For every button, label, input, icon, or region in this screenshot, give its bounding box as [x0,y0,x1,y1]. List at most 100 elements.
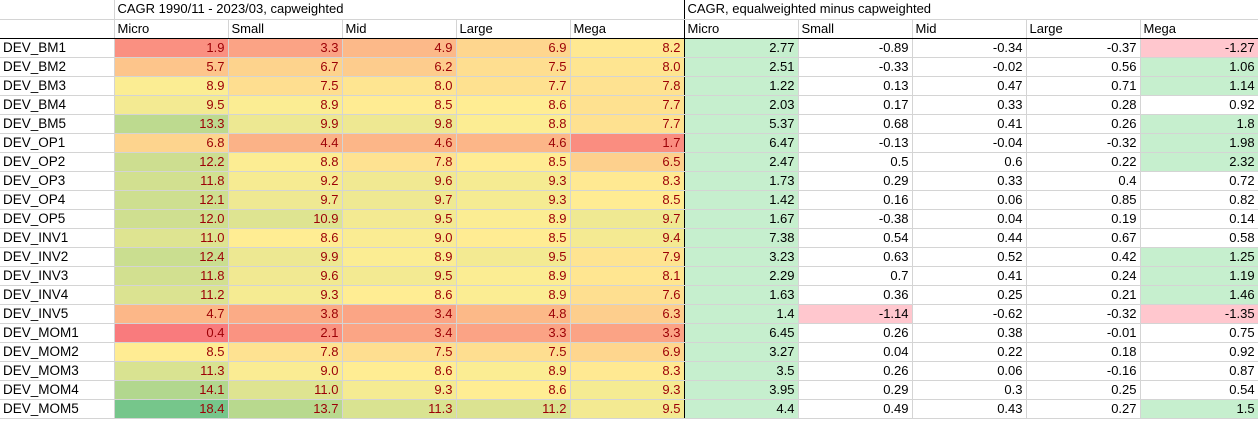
capweighted-cagr-cell[interactable]: 9.0 [342,227,457,248]
equal-minus-cap-cell[interactable]: 0.22 [1026,152,1141,172]
equal-minus-cap-cell[interactable]: 0.6 [912,152,1027,172]
right-header-mid[interactable]: Mid [912,19,1027,39]
capweighted-cagr-cell[interactable]: 6.7 [228,57,343,77]
equal-minus-cap-cell[interactable]: 0.33 [912,171,1027,191]
capweighted-cagr-cell[interactable]: 11.8 [114,171,229,191]
equal-minus-cap-cell[interactable]: 0.29 [798,171,913,191]
right-header-large[interactable]: Large [1026,19,1141,39]
left-header-mid[interactable]: Mid [342,19,457,39]
capweighted-cagr-cell[interactable]: 9.7 [342,190,457,210]
row-label[interactable]: DEV_MOM2 [0,342,115,362]
row-label[interactable]: DEV_MOM1 [0,322,115,343]
equal-minus-cap-cell[interactable]: 0.41 [912,266,1027,286]
capweighted-cagr-cell[interactable]: 9.3 [228,285,343,305]
equal-minus-cap-cell[interactable]: 1.25 [1140,247,1258,267]
equal-minus-cap-cell[interactable]: -0.34 [912,38,1027,58]
capweighted-cagr-cell[interactable]: 8.5 [570,190,685,210]
capweighted-cagr-cell[interactable]: 9.3 [456,171,571,191]
row-label[interactable]: DEV_INV1 [0,227,115,248]
capweighted-cagr-cell[interactable]: 8.1 [570,266,685,286]
capweighted-cagr-cell[interactable]: 3.4 [342,304,457,324]
equal-minus-cap-cell[interactable]: 0.26 [798,322,913,343]
capweighted-cagr-cell[interactable]: 4.8 [456,304,571,324]
capweighted-cagr-cell[interactable]: 9.3 [456,190,571,210]
capweighted-cagr-cell[interactable]: 8.5 [342,95,457,115]
right-block-title[interactable]: CAGR, equalweighted minus capweighted [684,0,1258,20]
capweighted-cagr-cell[interactable]: 3.4 [342,322,457,343]
capweighted-cagr-cell[interactable]: 8.5 [114,342,229,362]
capweighted-cagr-cell[interactable]: 12.2 [114,152,229,172]
capweighted-cagr-cell[interactable]: 18.4 [114,399,229,419]
equal-minus-cap-cell[interactable]: -0.13 [798,132,913,153]
equal-minus-cap-cell[interactable]: 0.04 [798,342,913,362]
capweighted-cagr-cell[interactable]: 4.6 [342,132,457,153]
header-corner-cell[interactable] [0,19,115,39]
equal-minus-cap-cell[interactable]: -1.14 [798,304,913,324]
right-header-small[interactable]: Small [798,19,913,39]
equal-minus-cap-cell[interactable]: 0.21 [1026,285,1141,305]
equal-minus-cap-cell[interactable]: 0.19 [1026,209,1141,229]
capweighted-cagr-cell[interactable]: 8.6 [228,227,343,248]
row-label[interactable]: DEV_BM4 [0,95,115,115]
capweighted-cagr-cell[interactable]: 9.7 [570,209,685,229]
capweighted-cagr-cell[interactable]: 9.6 [342,171,457,191]
capweighted-cagr-cell[interactable]: 10.9 [228,209,343,229]
capweighted-cagr-cell[interactable]: 4.4 [228,132,343,153]
equal-minus-cap-cell[interactable]: 0.14 [1140,209,1258,229]
capweighted-cagr-cell[interactable]: 11.0 [228,380,343,400]
equal-minus-cap-cell[interactable]: 0.5 [798,152,913,172]
equal-minus-cap-cell[interactable]: 0.4 [1026,171,1141,191]
equal-minus-cap-cell[interactable]: 2.51 [684,57,799,77]
equal-minus-cap-cell[interactable]: 0.58 [1140,227,1258,248]
equal-minus-cap-cell[interactable]: 0.17 [798,95,913,115]
equal-minus-cap-cell[interactable]: 3.95 [684,380,799,400]
row-label[interactable]: DEV_INV3 [0,266,115,286]
capweighted-cagr-cell[interactable]: 9.5 [114,95,229,115]
row-label[interactable]: DEV_MOM4 [0,380,115,400]
capweighted-cagr-cell[interactable]: 8.9 [456,361,571,381]
capweighted-cagr-cell[interactable]: 7.7 [570,95,685,115]
equal-minus-cap-cell[interactable]: 0.7 [798,266,913,286]
equal-minus-cap-cell[interactable]: -0.32 [1026,132,1141,153]
capweighted-cagr-cell[interactable]: 1.9 [114,38,229,58]
equal-minus-cap-cell[interactable]: 0.26 [1026,114,1141,134]
capweighted-cagr-cell[interactable]: 8.6 [456,95,571,115]
left-header-micro[interactable]: Micro [114,19,229,39]
left-header-mega[interactable]: Mega [570,19,685,39]
equal-minus-cap-cell[interactable]: 0.75 [1140,322,1258,343]
capweighted-cagr-cell[interactable]: 6.8 [114,132,229,153]
equal-minus-cap-cell[interactable]: -0.16 [1026,361,1141,381]
row-label[interactable]: DEV_OP2 [0,152,115,172]
equal-minus-cap-cell[interactable]: 7.38 [684,227,799,248]
capweighted-cagr-cell[interactable]: 11.0 [114,227,229,248]
equal-minus-cap-cell[interactable]: 0.29 [798,380,913,400]
equal-minus-cap-cell[interactable]: 0.25 [912,285,1027,305]
equal-minus-cap-cell[interactable]: -0.01 [1026,322,1141,343]
equal-minus-cap-cell[interactable]: -0.32 [1026,304,1141,324]
capweighted-cagr-cell[interactable]: 7.8 [570,76,685,96]
equal-minus-cap-cell[interactable]: 0.54 [798,227,913,248]
equal-minus-cap-cell[interactable]: 0.25 [1026,380,1141,400]
row-label[interactable]: DEV_INV2 [0,247,115,267]
equal-minus-cap-cell[interactable]: 0.68 [798,114,913,134]
capweighted-cagr-cell[interactable]: 8.0 [570,57,685,77]
capweighted-cagr-cell[interactable]: 3.3 [570,322,685,343]
capweighted-cagr-cell[interactable]: 8.8 [228,152,343,172]
equal-minus-cap-cell[interactable]: -0.89 [798,38,913,58]
equal-minus-cap-cell[interactable]: 0.41 [912,114,1027,134]
equal-minus-cap-cell[interactable]: -0.04 [912,132,1027,153]
capweighted-cagr-cell[interactable]: 8.9 [456,285,571,305]
equal-minus-cap-cell[interactable]: -0.02 [912,57,1027,77]
capweighted-cagr-cell[interactable]: 7.5 [228,76,343,96]
equal-minus-cap-cell[interactable]: 2.29 [684,266,799,286]
equal-minus-cap-cell[interactable]: 0.87 [1140,361,1258,381]
capweighted-cagr-cell[interactable]: 0.4 [114,322,229,343]
row-label[interactable]: DEV_INV4 [0,285,115,305]
equal-minus-cap-cell[interactable]: 0.13 [798,76,913,96]
equal-minus-cap-cell[interactable]: 0.56 [1026,57,1141,77]
capweighted-cagr-cell[interactable]: 9.5 [570,399,685,419]
capweighted-cagr-cell[interactable]: 9.5 [342,209,457,229]
equal-minus-cap-cell[interactable]: 0.16 [798,190,913,210]
row-label[interactable]: DEV_OP4 [0,190,115,210]
capweighted-cagr-cell[interactable]: 8.8 [456,114,571,134]
